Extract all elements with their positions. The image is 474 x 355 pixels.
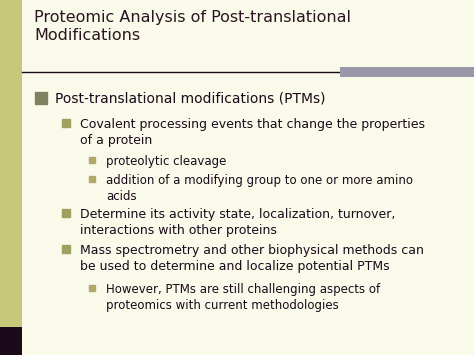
Text: Proteomic Analysis of Post-translational
Modifications: Proteomic Analysis of Post-translational… bbox=[34, 10, 351, 43]
Text: Post-translational modifications (PTMs): Post-translational modifications (PTMs) bbox=[55, 92, 326, 106]
Text: However, PTMs are still challenging aspects of
proteomics with current methodolo: However, PTMs are still challenging aspe… bbox=[106, 283, 380, 312]
Text: Mass spectrometry and other biophysical methods can
be used to determine and loc: Mass spectrometry and other biophysical … bbox=[80, 244, 424, 273]
Bar bbox=[0, 327, 22, 355]
Text: Determine its activity state, localization, turnover,
interactions with other pr: Determine its activity state, localizati… bbox=[80, 208, 395, 237]
Bar bbox=[0, 0, 22, 355]
Bar bbox=[340, 67, 474, 77]
Text: Covalent processing events that change the properties
of a protein: Covalent processing events that change t… bbox=[80, 118, 425, 147]
Text: addition of a modifying group to one or more amino
acids: addition of a modifying group to one or … bbox=[106, 174, 413, 203]
Text: proteolytic cleavage: proteolytic cleavage bbox=[106, 155, 227, 168]
